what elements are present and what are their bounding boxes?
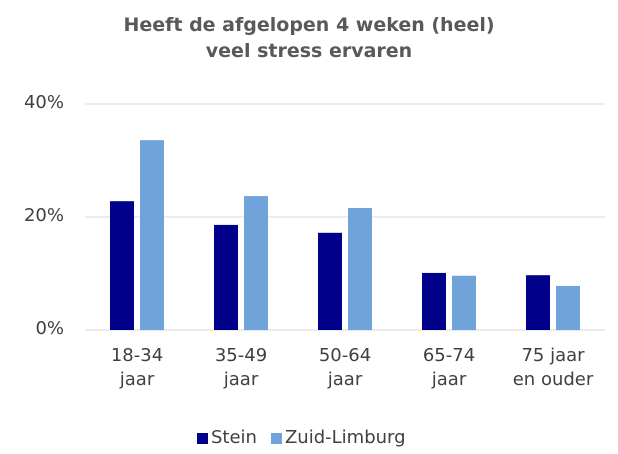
bar bbox=[422, 272, 446, 330]
x-tick-label: 18-34 jaar bbox=[110, 345, 164, 390]
legend-swatch bbox=[270, 433, 282, 444]
x-tick-label: 65-74 jaar bbox=[422, 345, 476, 390]
legend-label: Zuid-Limburg bbox=[284, 427, 406, 448]
legend-label: Stein bbox=[211, 427, 257, 448]
y-tick-label: 20% bbox=[23, 205, 64, 226]
bar bbox=[318, 232, 342, 330]
x-tick-label: 50-64 jaar bbox=[318, 345, 372, 390]
x-tick-label: 35-49 jaar bbox=[214, 345, 268, 390]
bar bbox=[526, 275, 550, 330]
bar bbox=[214, 224, 238, 330]
bar bbox=[348, 207, 372, 330]
bar bbox=[452, 275, 476, 330]
bar bbox=[140, 140, 164, 330]
legend-swatch bbox=[197, 433, 208, 444]
y-tick-label: 40% bbox=[23, 92, 64, 113]
bar bbox=[244, 196, 268, 330]
y-tick-label: 0% bbox=[35, 318, 64, 339]
bar bbox=[556, 285, 580, 330]
chart-title: Heeft de afgelopen 4 weken (heel) veel s… bbox=[123, 14, 495, 62]
x-tick-label: 75 jaar en ouder bbox=[512, 345, 594, 390]
bar bbox=[110, 201, 134, 330]
